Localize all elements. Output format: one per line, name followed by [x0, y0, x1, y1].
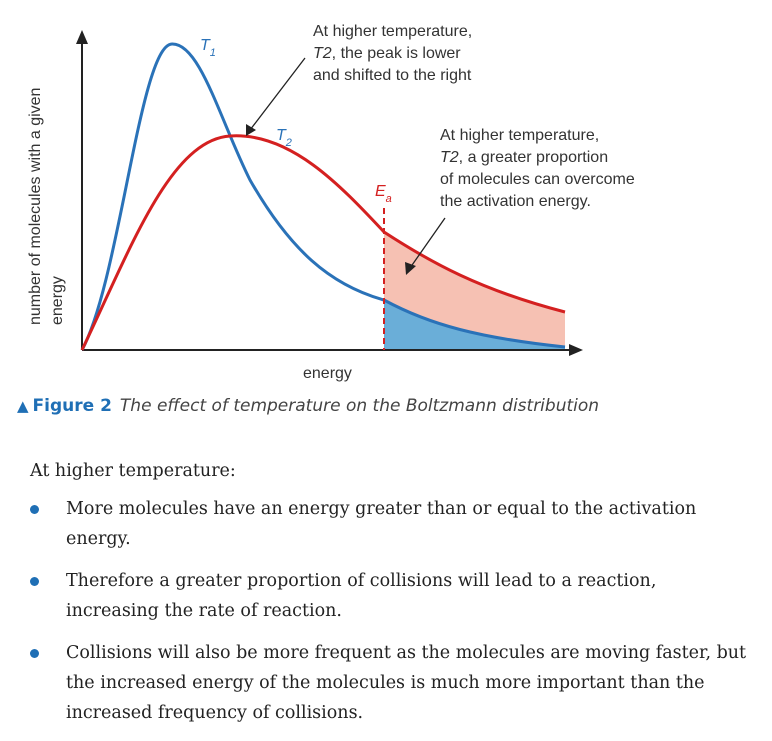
body-text: At higher temperature: More molecules ha…: [30, 456, 750, 740]
bullet-text: Collisions will also be more frequent as…: [66, 643, 747, 723]
x-axis-arrow-icon: [569, 344, 583, 356]
list-item: Collisions will also be more frequent as…: [30, 638, 750, 728]
list-item: Therefore a greater proportion of collis…: [30, 566, 750, 626]
boltzmann-distribution-figure: T1 T2 Ea energy number of molecules with…: [27, 23, 639, 382]
x-axis-label: energy: [303, 365, 352, 382]
annotation-proportion: At higher temperature, T2, a greater pro…: [440, 127, 639, 210]
bullet-icon: [30, 577, 39, 586]
bullet-icon: [30, 649, 39, 658]
figure-caption-text: The effect of temperature on the Boltzma…: [119, 396, 600, 416]
activation-energy-label: Ea: [375, 183, 392, 205]
annotation-peak-pointer: [249, 57, 306, 131]
annotation-proportion-arrow-icon: [405, 262, 416, 275]
curve-t1-label: T1: [200, 37, 216, 59]
y-axis-arrow-icon: [76, 30, 88, 44]
figure-caption: ▲ Figure 2 The effect of temperature on th…: [17, 396, 599, 416]
bullet-icon: [30, 505, 39, 514]
y-axis-label: number of molecules with a given energy: [27, 83, 66, 325]
bullet-text: More molecules have an energy greater th…: [66, 499, 697, 549]
annotation-peak: At higher temperature, T2, the peak is l…: [313, 23, 477, 84]
curve-t2: [80, 134, 566, 351]
intro-text: At higher temperature:: [30, 461, 236, 481]
figure-number: Figure 2: [32, 396, 112, 416]
curve-t1: [80, 42, 566, 351]
bullet-list: More molecules have an energy greater th…: [30, 494, 750, 728]
triangle-icon: ▲: [17, 397, 29, 415]
annotation-peak-arrow-icon: [246, 124, 256, 136]
bullet-text: Therefore a greater proportion of collis…: [66, 571, 657, 621]
t1-area-beyond-ea: [384, 300, 565, 350]
annotation-proportion-pointer: [409, 217, 446, 269]
list-item: More molecules have an energy greater th…: [30, 494, 750, 554]
